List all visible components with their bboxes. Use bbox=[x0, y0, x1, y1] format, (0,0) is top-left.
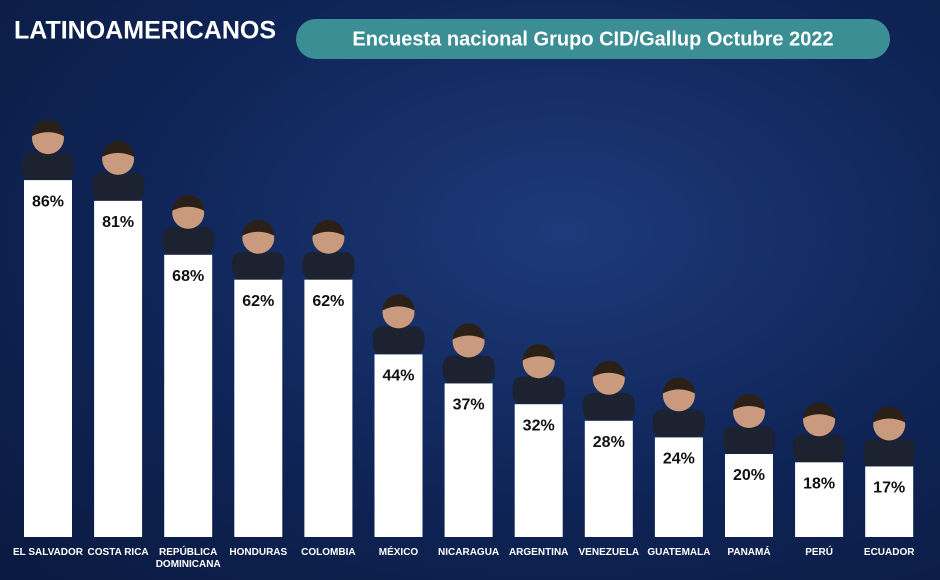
portrait-hair bbox=[803, 402, 836, 419]
x-tick-label: COSTA RICA bbox=[87, 547, 149, 558]
x-tick-label: COLOMBIA bbox=[301, 547, 356, 558]
x-tick-label: GUATEMALA bbox=[647, 547, 711, 558]
portrait-body bbox=[793, 434, 846, 463]
x-tick-label: PERÚ bbox=[805, 547, 833, 558]
portrait-body bbox=[92, 172, 145, 201]
portrait-body bbox=[22, 152, 74, 181]
portrait-body bbox=[652, 409, 705, 438]
bar bbox=[795, 462, 844, 537]
bar bbox=[444, 383, 493, 537]
portrait-body bbox=[232, 251, 285, 280]
x-tick-label: REPÚBLICA DOMINICANA bbox=[155, 547, 221, 570]
chart-subtitle: Encuesta nacional Grupo CID/Gallup Octub… bbox=[352, 28, 833, 50]
x-tick-label: HONDURAS bbox=[229, 547, 288, 558]
x-tick-label: VENEZUELA bbox=[578, 547, 640, 558]
portrait-body bbox=[302, 251, 355, 280]
portrait-hair bbox=[733, 394, 765, 410]
portrait-hair bbox=[32, 120, 64, 137]
value-label: 86% bbox=[32, 193, 64, 210]
value-label: 18% bbox=[803, 476, 835, 493]
portrait-hair bbox=[102, 140, 135, 157]
value-label: 28% bbox=[593, 434, 625, 451]
portrait-hair bbox=[522, 344, 555, 361]
portrait-hair bbox=[452, 323, 485, 340]
portrait-body bbox=[372, 326, 425, 355]
value-label: 32% bbox=[523, 417, 555, 434]
bar bbox=[865, 466, 914, 537]
bar bbox=[94, 200, 143, 537]
x-tick-label: MÉXICO bbox=[378, 547, 419, 558]
x-tick-label: NICARAGUA bbox=[438, 547, 500, 558]
portrait-hair bbox=[382, 294, 415, 311]
bar bbox=[304, 279, 353, 537]
value-label: 37% bbox=[453, 397, 485, 414]
portrait-body bbox=[863, 438, 916, 467]
value-label: 62% bbox=[242, 293, 274, 310]
value-label: 62% bbox=[312, 293, 344, 310]
portrait-body bbox=[512, 376, 565, 405]
bar bbox=[234, 279, 283, 537]
portrait-hair bbox=[873, 406, 906, 423]
bar bbox=[164, 254, 213, 538]
bar bbox=[725, 454, 773, 537]
portrait-body bbox=[582, 392, 635, 421]
portrait-body bbox=[723, 426, 775, 454]
x-tick-label: EL SALVADOR bbox=[12, 547, 83, 558]
value-label: 24% bbox=[663, 451, 695, 468]
bar bbox=[514, 404, 563, 537]
portrait-body bbox=[162, 226, 215, 255]
chart-title: LATINOAMERICANOS bbox=[14, 17, 276, 45]
value-label: 44% bbox=[382, 368, 414, 385]
portrait-hair bbox=[312, 219, 345, 236]
x-tick-label: ECUADOR bbox=[863, 547, 915, 558]
portrait-hair bbox=[242, 219, 275, 236]
value-label: 68% bbox=[172, 268, 204, 285]
x-tick-label: PANAMÁ bbox=[727, 547, 771, 558]
value-label: 17% bbox=[873, 480, 905, 497]
bar bbox=[374, 354, 423, 537]
subtitle-pill bbox=[296, 19, 890, 59]
value-label: 20% bbox=[733, 467, 765, 484]
portrait-hair bbox=[662, 377, 695, 394]
bar bbox=[24, 180, 72, 537]
portrait-body bbox=[442, 355, 495, 384]
bar bbox=[584, 420, 633, 537]
portrait-hair bbox=[172, 194, 205, 211]
x-tick-label: ARGENTINA bbox=[508, 547, 569, 558]
bar bbox=[654, 437, 703, 537]
portrait-hair bbox=[592, 360, 625, 377]
value-label: 81% bbox=[102, 214, 134, 231]
